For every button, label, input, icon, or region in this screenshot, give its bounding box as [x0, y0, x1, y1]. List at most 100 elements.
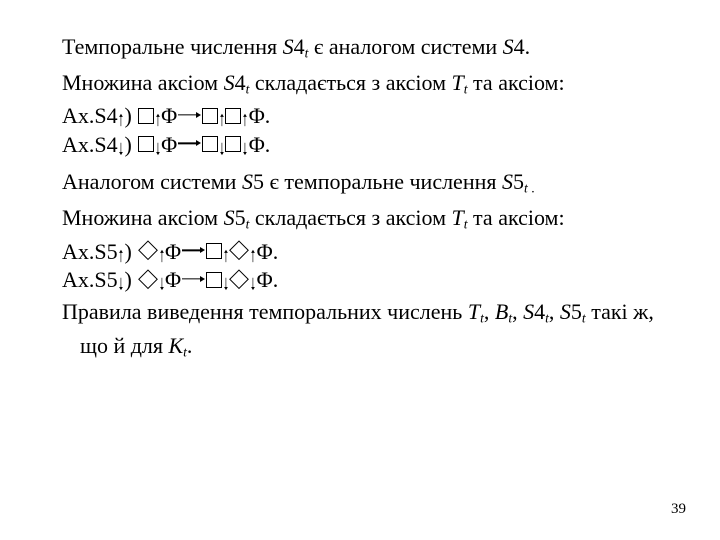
sym-S: S — [523, 299, 534, 324]
up-arrow-icon — [159, 250, 165, 262]
text: Аналогом системи — [62, 169, 242, 194]
phi: Φ — [249, 132, 265, 157]
dot: . — [265, 103, 271, 128]
sym-T: T — [452, 70, 464, 95]
text: , — [484, 299, 495, 324]
sub-dot: . — [528, 181, 535, 196]
text: 4 — [294, 34, 305, 59]
diamond-icon — [229, 269, 249, 289]
diamond-icon — [138, 241, 158, 261]
text: ) — [125, 132, 138, 157]
text: є аналогом системи — [308, 34, 502, 59]
text: та аксіом: — [468, 70, 565, 95]
phi: Φ — [249, 103, 265, 128]
box-icon — [202, 136, 218, 152]
sym-S: S — [560, 299, 571, 324]
implies-icon — [182, 241, 205, 259]
page-number: 39 — [671, 501, 686, 518]
phi: Φ — [165, 239, 181, 264]
axiom-s5-up: Ax.S5) Φ Φ. — [62, 238, 680, 267]
text: 5 — [571, 299, 582, 324]
sym-B: B — [495, 299, 508, 324]
text: складається з аксіом — [249, 205, 451, 230]
phi: Φ — [165, 267, 181, 292]
up-arrow-icon — [118, 114, 124, 126]
down-arrow-icon — [159, 278, 165, 290]
text: Множина аксіом — [62, 205, 224, 230]
sym-T: T — [468, 299, 480, 324]
up-arrow-icon — [118, 250, 124, 262]
text: Темпоральне числення — [62, 34, 283, 59]
text: 5 — [235, 205, 246, 230]
text: складається з аксіом — [249, 70, 451, 95]
text: 4. — [514, 34, 531, 59]
box-icon — [225, 136, 241, 152]
text: ) — [125, 267, 138, 292]
sym-S: S — [224, 205, 235, 230]
axiom-s4-up: Ax.S4) Φ Φ. — [62, 102, 680, 131]
text: ) — [125, 239, 138, 264]
sym-S: S — [283, 34, 294, 59]
text: такі — [586, 299, 628, 324]
phi: Φ — [257, 239, 273, 264]
dot: . — [265, 132, 271, 157]
up-arrow-icon — [155, 114, 161, 126]
text: 4 — [235, 70, 246, 95]
dot: . — [273, 267, 279, 292]
sym-S: S — [242, 169, 253, 194]
axiom-s5-down: Ax.S5) Φ Φ. — [62, 266, 680, 295]
diamond-icon — [229, 241, 249, 261]
down-arrow-icon — [118, 143, 124, 155]
down-arrow-icon — [222, 278, 228, 290]
up-arrow-icon — [218, 114, 224, 126]
down-arrow-icon — [250, 278, 256, 290]
sym-S: S — [224, 70, 235, 95]
sym-S: S — [503, 34, 514, 59]
text: 5 — [513, 169, 524, 194]
up-arrow-icon — [222, 250, 228, 262]
sym-T: T — [452, 205, 464, 230]
axiom-s4-down: Ax.S4) Φ Φ. — [62, 131, 680, 160]
box-icon — [206, 243, 222, 259]
page: Темпоральне числення S4t є аналогом сист… — [0, 0, 720, 540]
line-5: Аналогом системи S5 є темпоральне числен… — [62, 165, 680, 199]
phi: Φ — [257, 267, 273, 292]
box-icon — [225, 108, 241, 124]
phi: Φ — [161, 103, 177, 128]
down-arrow-icon — [118, 278, 124, 290]
axiom-label: Ax.S5 — [62, 239, 118, 264]
axiom-label: Ax.S5 — [62, 267, 118, 292]
text: Множина аксіом — [62, 70, 224, 95]
text: , — [512, 299, 523, 324]
up-arrow-icon — [242, 114, 248, 126]
implies-icon — [182, 270, 205, 288]
phi: Φ — [161, 132, 177, 157]
axiom-label: Ax.S4 — [62, 103, 118, 128]
axiom-label: Ax.S4 — [62, 132, 118, 157]
diamond-icon — [138, 269, 158, 289]
up-arrow-icon — [250, 250, 256, 262]
down-arrow-icon — [242, 143, 248, 155]
implies-icon — [178, 135, 201, 153]
line-1: Темпоральне числення S4t є аналогом сист… — [62, 30, 680, 64]
text: 4 — [534, 299, 545, 324]
text: , — [549, 299, 560, 324]
text: та аксіом: — [468, 205, 565, 230]
text: Правила виведення темпоральних числень — [62, 299, 468, 324]
text: . — [187, 333, 193, 358]
implies-icon — [178, 106, 201, 124]
box-icon — [202, 108, 218, 124]
line-2: Множина аксіом S4t складається з аксіом … — [62, 66, 680, 100]
text: ) — [125, 103, 138, 128]
sym-K: К — [169, 333, 184, 358]
sym-S: S — [502, 169, 513, 194]
line-6: Множина аксіом S5t складається з аксіом … — [62, 201, 680, 235]
down-arrow-icon — [218, 143, 224, 155]
box-icon — [138, 136, 154, 152]
dot: . — [273, 239, 279, 264]
text: 5 є темпоральне числення — [253, 169, 502, 194]
down-arrow-icon — [155, 143, 161, 155]
line-9: Правила виведення темпоральних числень T… — [62, 295, 680, 363]
box-icon — [138, 108, 154, 124]
box-icon — [206, 272, 222, 288]
